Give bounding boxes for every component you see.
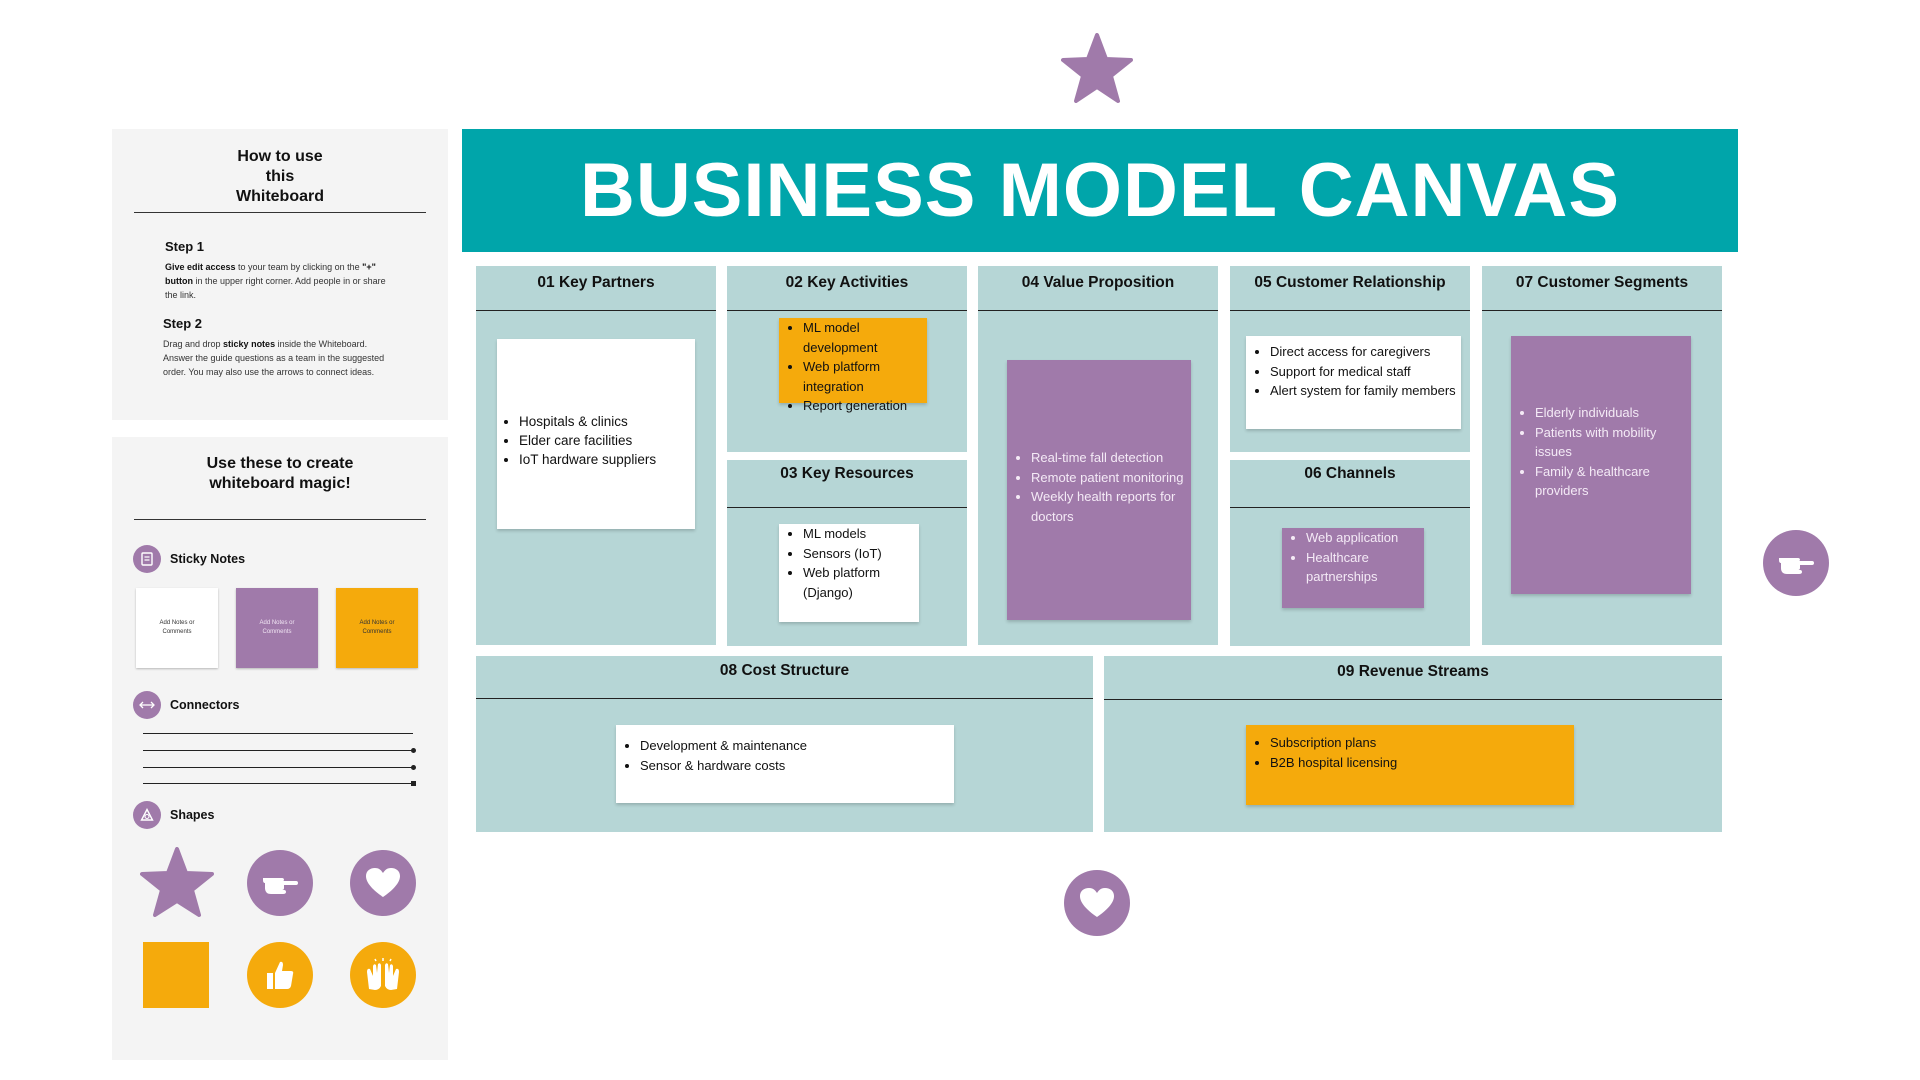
toolkit-divider (134, 519, 426, 520)
star-shape[interactable] (140, 847, 214, 917)
canvas-title: BUSINESS MODEL CANVAS (579, 148, 1621, 233)
block-title: 06 Channels (1230, 460, 1470, 508)
note-list: ML models Sensors (IoT) Web platform (Dj… (779, 524, 919, 602)
list-item: Report generation (803, 396, 927, 416)
note-list: Direct access for caregivers Support for… (1246, 336, 1461, 401)
connectors-label: Connectors (170, 698, 240, 712)
list-item: Family & healthcare providers (1535, 462, 1691, 501)
sticky-note[interactable]: Development & maintenance Sensor & hardw… (616, 725, 954, 803)
pointing-hand-shape[interactable] (247, 850, 313, 916)
note-list: ML model development Web platform integr… (779, 318, 927, 416)
sticky-note-white[interactable]: Add Notes or Comments (136, 588, 218, 668)
block-key-resources: 03 Key Resources ML models Sensors (IoT)… (727, 460, 967, 646)
list-item: Hospitals & clinics (519, 412, 656, 431)
list-item: IoT hardware suppliers (519, 450, 656, 469)
list-item: Direct access for caregivers (1270, 342, 1461, 362)
list-item: Subscription plans (1270, 733, 1574, 753)
note-list: Subscription plans B2B hospital licensin… (1246, 725, 1574, 772)
block-key-activities: 02 Key Activities ML model development W… (727, 266, 967, 452)
sticky-note-purple[interactable]: Add Notes or Comments (236, 588, 318, 668)
sticky-note[interactable]: Web application Healthcare partnerships (1282, 528, 1424, 608)
toolkit-panel: Use these to create whiteboard magic! St… (112, 437, 448, 1060)
list-item: Alert system for family members (1270, 381, 1461, 401)
block-title: 01 Key Partners (476, 266, 716, 311)
pointing-hand-decoration[interactable] (1763, 530, 1829, 596)
block-title: 08 Cost Structure (476, 656, 1093, 699)
connector-dot[interactable] (143, 747, 416, 753)
list-item: ML model development (803, 318, 927, 357)
double-arrow-icon (133, 691, 161, 719)
note-list: Development & maintenance Sensor & hardw… (616, 725, 954, 775)
square-shape[interactable] (143, 942, 209, 1008)
step2-heading: Step 2 (163, 316, 203, 331)
block-customer-relationship: 05 Customer Relationship Direct access f… (1230, 266, 1470, 452)
block-title: 03 Key Resources (727, 460, 967, 508)
step1-heading: Step 1 (165, 239, 205, 254)
list-item: Real-time fall detection (1031, 448, 1191, 468)
note-list: Elderly individuals Patients with mobili… (1511, 403, 1691, 501)
note-list: Web application Healthcare partnerships (1282, 528, 1424, 587)
raising-hands-shape[interactable] (350, 942, 416, 1008)
block-title: 05 Customer Relationship (1230, 266, 1470, 311)
thumbs-up-shape[interactable] (247, 942, 313, 1008)
list-item: Remote patient monitoring (1031, 468, 1191, 488)
sticky-note[interactable]: Elderly individuals Patients with mobili… (1511, 336, 1691, 594)
sticky-note[interactable]: ML model development Web platform integr… (779, 318, 927, 413)
block-value-proposition: 04 Value Proposition Real-time fall dete… (978, 266, 1218, 645)
list-item: Healthcare partnerships (1306, 548, 1424, 587)
connector-arrow[interactable] (143, 764, 416, 770)
block-title: 09 Revenue Streams (1104, 656, 1722, 700)
how-to-divider (134, 212, 426, 213)
block-cost-structure: 08 Cost Structure Development & maintena… (476, 656, 1093, 832)
step1-text: Give edit access to your team by clickin… (165, 262, 386, 300)
heart-decoration[interactable] (1064, 870, 1130, 936)
shapes-label: Shapes (170, 808, 215, 822)
sticky-note[interactable]: Direct access for caregivers Support for… (1246, 336, 1461, 429)
sticky-notes-label: Sticky Notes (170, 552, 246, 566)
list-item: Support for medical staff (1270, 362, 1461, 382)
note-list: Hospitals & clinics Elder care facilitie… (497, 412, 656, 469)
sticky-note[interactable]: Real-time fall detection Remote patient … (1007, 360, 1191, 620)
list-item: Development & maintenance (640, 736, 954, 756)
connector-plain[interactable] (143, 733, 413, 734)
star-decoration[interactable] (1061, 33, 1133, 103)
list-item: Sensor & hardware costs (640, 756, 954, 776)
sticky-note[interactable]: ML models Sensors (IoT) Web platform (Dj… (779, 524, 919, 622)
block-key-partners: 01 Key Partners Hospitals & clinics Elde… (476, 266, 716, 645)
block-title: 04 Value Proposition (978, 266, 1218, 311)
block-title: 02 Key Activities (727, 266, 967, 311)
list-item: Patients with mobility issues (1535, 423, 1691, 462)
list-item: Web platform integration (803, 357, 927, 396)
how-to-panel: How to use this Whiteboard Step 1 Give e… (112, 129, 448, 420)
sticky-note-icon (133, 545, 161, 573)
block-revenue-streams: 09 Revenue Streams Subscription plans B2… (1104, 656, 1722, 832)
list-item: B2B hospital licensing (1270, 753, 1574, 773)
sticky-note[interactable]: Hospitals & clinics Elder care facilitie… (497, 339, 695, 529)
sticky-note-orange[interactable]: Add Notes or Comments (336, 588, 418, 668)
list-item: Elder care facilities (519, 431, 656, 450)
step2-text: Drag and drop sticky notes inside the Wh… (163, 339, 385, 377)
list-item: Web application (1306, 528, 1424, 548)
list-item: Web platform (Django) (803, 563, 919, 602)
note-list: Real-time fall detection Remote patient … (1007, 448, 1191, 526)
toolkit-title: Use these to create whiteboard magic! (206, 455, 354, 492)
canvas-header: BUSINESS MODEL CANVAS (462, 129, 1738, 252)
connector-square[interactable] (143, 780, 416, 786)
shapes-icon (133, 801, 161, 829)
heart-shape[interactable] (350, 850, 416, 916)
how-to-title: How to use this Whiteboard (236, 148, 324, 205)
list-item: Sensors (IoT) (803, 544, 919, 564)
list-item: ML models (803, 524, 919, 544)
list-item: Elderly individuals (1535, 403, 1691, 423)
sticky-note[interactable]: Subscription plans B2B hospital licensin… (1246, 725, 1574, 805)
block-channels: 06 Channels Web application Healthcare p… (1230, 460, 1470, 646)
block-title: 07 Customer Segments (1482, 266, 1722, 311)
list-item: Weekly health reports for doctors (1031, 487, 1191, 526)
block-customer-segments: 07 Customer Segments Elderly individuals… (1482, 266, 1722, 645)
